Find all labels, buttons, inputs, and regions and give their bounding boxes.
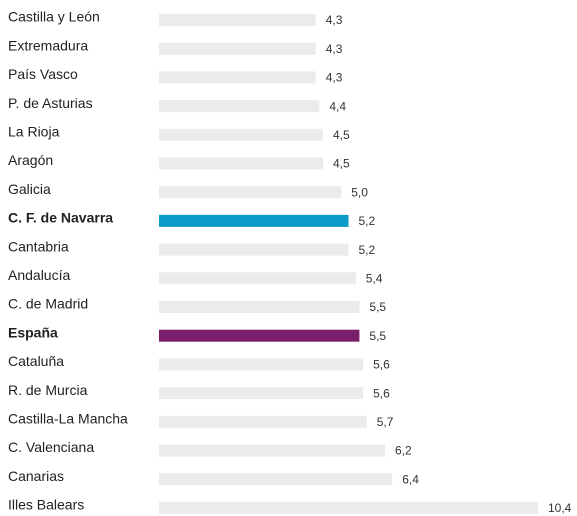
value-label: 6,4 — [402, 472, 419, 486]
value-label: 4,4 — [329, 99, 346, 113]
bar — [159, 214, 349, 227]
category-label: R. de Murcia — [8, 382, 88, 398]
bar — [159, 71, 316, 84]
value-label: 4,3 — [326, 13, 343, 27]
category-label: Aragón — [8, 152, 53, 168]
bar — [159, 387, 364, 400]
value-label: 4,3 — [326, 71, 343, 85]
category-label: España — [8, 324, 58, 340]
bar — [159, 100, 320, 113]
bar — [159, 358, 364, 371]
category-label: Canarias — [8, 468, 64, 484]
category-label: Illes Balears — [8, 497, 84, 513]
category-label: Castilla-La Mancha — [8, 411, 128, 427]
category-label: Castilla y León — [8, 9, 100, 25]
bar — [159, 444, 385, 457]
bar — [159, 157, 323, 170]
bar — [159, 128, 323, 141]
category-label: Cataluña — [8, 353, 64, 369]
value-label: 5,6 — [373, 386, 390, 400]
bar — [159, 186, 342, 199]
bar — [159, 301, 360, 313]
category-label: P. de Asturias — [8, 95, 93, 111]
bar — [159, 473, 393, 486]
value-label: 5,5 — [369, 329, 386, 343]
category-label: C. F. de Navarra — [8, 210, 113, 226]
value-label: 4,5 — [333, 128, 350, 142]
value-label: 5,5 — [369, 300, 386, 314]
category-label: Extremadura — [8, 37, 88, 53]
bar — [159, 42, 316, 55]
category-label: Andalucía — [8, 267, 70, 283]
bar — [159, 14, 316, 26]
category-label: C. Valenciana — [8, 439, 94, 455]
value-label: 6,2 — [395, 444, 412, 458]
bar — [159, 272, 356, 285]
value-label: 5,6 — [373, 358, 390, 372]
bar — [159, 329, 360, 342]
category-label: C. de Madrid — [8, 296, 88, 312]
value-label: 5,2 — [359, 214, 376, 228]
value-label: 5,0 — [351, 185, 368, 199]
category-label: La Rioja — [8, 124, 60, 140]
value-label: 4,3 — [326, 42, 343, 56]
category-label: País Vasco — [8, 66, 78, 82]
value-label: 4,5 — [333, 157, 350, 171]
value-label: 5,2 — [359, 243, 376, 257]
bar — [159, 501, 538, 514]
value-label: 5,4 — [366, 271, 383, 285]
bar — [159, 415, 367, 428]
value-label: 10,4 — [548, 501, 572, 515]
value-label: 5,7 — [377, 415, 394, 429]
bar — [159, 243, 349, 256]
category-label: Galicia — [8, 181, 51, 197]
category-label: Cantabria — [8, 238, 69, 254]
